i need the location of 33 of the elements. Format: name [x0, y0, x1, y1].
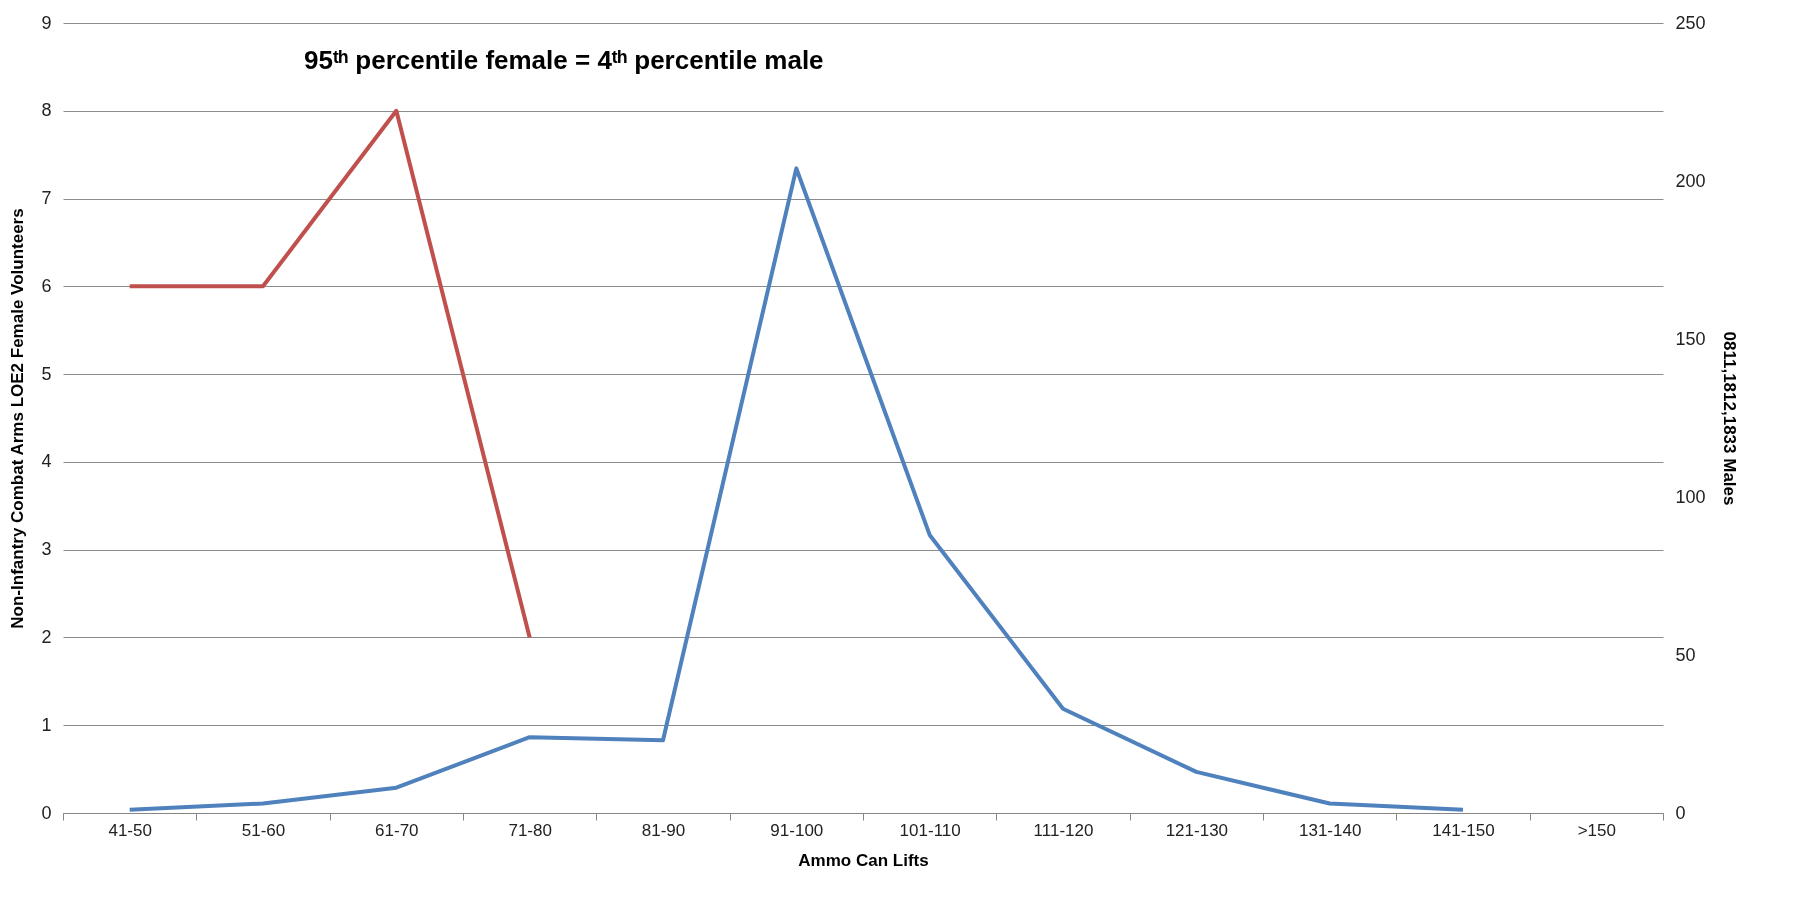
y-tick-label: 1 — [41, 714, 52, 735]
x-tick-label: 141-150 — [1432, 820, 1495, 840]
x-tick-label: 81-90 — [641, 820, 686, 840]
y2-tick-label: 200 — [1675, 170, 1706, 191]
line-series — [127, 166, 1465, 812]
y-tick-label: 8 — [41, 100, 52, 121]
x-tick-label: 61-70 — [375, 820, 419, 840]
x-tick-label: 51-60 — [241, 820, 286, 840]
x-tick-label: 101-110 — [899, 820, 961, 840]
y-tick-label: 9 — [41, 12, 52, 33]
text: 95ᵗʰ percentile female = 4ᵗʰ percentile male — [303, 45, 824, 75]
x-tick-label: 131-140 — [1298, 820, 1362, 840]
y2-tick-label: 0 — [1675, 802, 1686, 823]
y-tick-label: 0 — [41, 802, 52, 823]
y-tick-label: 2 — [41, 626, 52, 647]
x-axis-title: Ammo Can Lifts — [798, 850, 929, 870]
y2-axis-title: 0811,1812,1833 Males — [1719, 331, 1739, 506]
x-tick-label: >150 — [1577, 820, 1616, 840]
x-tick-label: 111-120 — [1033, 820, 1094, 840]
x-tick-label: 71-80 — [508, 820, 552, 840]
y2-tick-label: 50 — [1675, 644, 1696, 665]
y-tick-label: 7 — [41, 188, 52, 209]
x-tick-label: 91-100 — [770, 820, 824, 840]
y-tick-label: 4 — [41, 451, 52, 472]
y-axis-title: Non-Infantry Combat Arms LOE2 Female Volunteers — [8, 208, 28, 629]
y-tick-label: 6 — [41, 275, 52, 296]
x-tick-label: 41-50 — [108, 820, 152, 840]
y2-tick-label: 100 — [1675, 486, 1706, 507]
y2-tick-label: 150 — [1675, 328, 1706, 349]
y2-tick-label: 250 — [1675, 12, 1706, 33]
x-tick-label: 121-130 — [1165, 820, 1229, 840]
y-tick-label: 3 — [41, 539, 52, 560]
y-tick-label: 5 — [41, 363, 52, 384]
